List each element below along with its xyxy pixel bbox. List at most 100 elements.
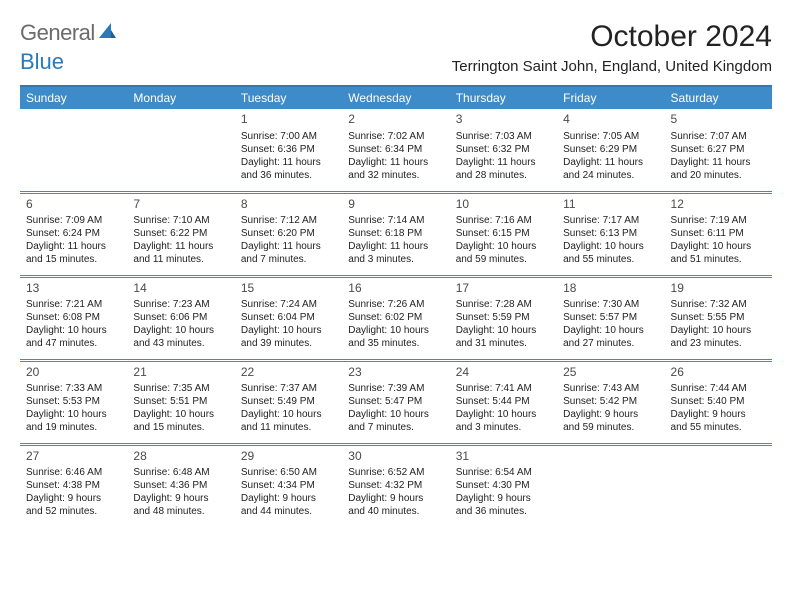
sunset-line: Sunset: 6:22 PM	[133, 227, 228, 240]
sunset-line: Sunset: 5:51 PM	[133, 395, 228, 408]
sunrise-line: Sunrise: 7:24 AM	[241, 298, 336, 311]
sunset-line: Sunset: 6:06 PM	[133, 311, 228, 324]
day-cell: 17Sunrise: 7:28 AMSunset: 5:59 PMDayligh…	[450, 277, 557, 359]
day-cell	[665, 445, 772, 527]
sunrise-line: Sunrise: 7:43 AM	[563, 382, 658, 395]
sunset-line: Sunset: 6:36 PM	[241, 143, 336, 156]
sunrise-line: Sunrise: 7:12 AM	[241, 214, 336, 227]
sunset-line: Sunset: 6:24 PM	[26, 227, 121, 240]
sunrise-line: Sunrise: 6:52 AM	[348, 466, 443, 479]
sunrise-line: Sunrise: 7:10 AM	[133, 214, 228, 227]
day-cell: 31Sunrise: 6:54 AMSunset: 4:30 PMDayligh…	[450, 445, 557, 527]
sunset-line: Sunset: 6:08 PM	[26, 311, 121, 324]
day-number: 16	[348, 281, 443, 297]
sail-icon	[97, 20, 117, 46]
sunrise-line: Sunrise: 6:48 AM	[133, 466, 228, 479]
day-cell: 22Sunrise: 7:37 AMSunset: 5:49 PMDayligh…	[235, 361, 342, 443]
daylight-line: Daylight: 11 hours	[26, 240, 121, 253]
daylight-line: Daylight: 11 hours	[563, 156, 658, 169]
day-cell: 15Sunrise: 7:24 AMSunset: 6:04 PMDayligh…	[235, 277, 342, 359]
sunrise-line: Sunrise: 7:33 AM	[26, 382, 121, 395]
col-saturday: Saturday	[665, 86, 772, 109]
daylight-line: Daylight: 10 hours	[26, 408, 121, 421]
sunrise-line: Sunrise: 7:17 AM	[563, 214, 658, 227]
logo: General	[20, 20, 118, 46]
daylight-line: and 31 minutes.	[456, 337, 551, 350]
day-number: 26	[671, 365, 766, 381]
sunrise-line: Sunrise: 7:16 AM	[456, 214, 551, 227]
day-number: 27	[26, 449, 121, 465]
daylight-line: and 52 minutes.	[26, 505, 121, 518]
sunrise-line: Sunrise: 7:39 AM	[348, 382, 443, 395]
daylight-line: Daylight: 10 hours	[348, 408, 443, 421]
sunset-line: Sunset: 6:15 PM	[456, 227, 551, 240]
sunset-line: Sunset: 5:53 PM	[26, 395, 121, 408]
day-cell: 11Sunrise: 7:17 AMSunset: 6:13 PMDayligh…	[557, 193, 664, 275]
day-number: 28	[133, 449, 228, 465]
day-cell: 3Sunrise: 7:03 AMSunset: 6:32 PMDaylight…	[450, 109, 557, 191]
daylight-line: Daylight: 9 hours	[671, 408, 766, 421]
logo-text-2: Blue	[20, 49, 64, 74]
day-cell	[557, 445, 664, 527]
daylight-line: Daylight: 10 hours	[456, 240, 551, 253]
daylight-line: Daylight: 9 hours	[348, 492, 443, 505]
day-number: 3	[456, 112, 551, 128]
sunrise-line: Sunrise: 6:50 AM	[241, 466, 336, 479]
week-row: 13Sunrise: 7:21 AMSunset: 6:08 PMDayligh…	[20, 277, 772, 359]
day-number: 23	[348, 365, 443, 381]
sunset-line: Sunset: 5:55 PM	[671, 311, 766, 324]
sunset-line: Sunset: 5:47 PM	[348, 395, 443, 408]
sunset-line: Sunset: 6:02 PM	[348, 311, 443, 324]
day-cell: 14Sunrise: 7:23 AMSunset: 6:06 PMDayligh…	[127, 277, 234, 359]
day-number: 6	[26, 197, 121, 213]
day-number: 30	[348, 449, 443, 465]
day-number: 7	[133, 197, 228, 213]
day-cell: 24Sunrise: 7:41 AMSunset: 5:44 PMDayligh…	[450, 361, 557, 443]
sunset-line: Sunset: 5:57 PM	[563, 311, 658, 324]
daylight-line: Daylight: 9 hours	[456, 492, 551, 505]
daylight-line: and 36 minutes.	[456, 505, 551, 518]
daylight-line: and 48 minutes.	[133, 505, 228, 518]
day-number: 25	[563, 365, 658, 381]
daylight-line: Daylight: 11 hours	[241, 156, 336, 169]
daylight-line: and 3 minutes.	[456, 421, 551, 434]
daylight-line: and 39 minutes.	[241, 337, 336, 350]
day-number: 1	[241, 112, 336, 128]
daylight-line: and 59 minutes.	[563, 421, 658, 434]
daylight-line: and 23 minutes.	[671, 337, 766, 350]
sunrise-line: Sunrise: 7:44 AM	[671, 382, 766, 395]
daylight-line: and 27 minutes.	[563, 337, 658, 350]
sunrise-line: Sunrise: 7:28 AM	[456, 298, 551, 311]
daylight-line: and 43 minutes.	[133, 337, 228, 350]
daylight-line: and 36 minutes.	[241, 169, 336, 182]
sunset-line: Sunset: 4:38 PM	[26, 479, 121, 492]
daylight-line: Daylight: 11 hours	[241, 240, 336, 253]
day-number: 8	[241, 197, 336, 213]
sunrise-line: Sunrise: 7:05 AM	[563, 130, 658, 143]
daylight-line: Daylight: 11 hours	[133, 240, 228, 253]
sunset-line: Sunset: 6:13 PM	[563, 227, 658, 240]
daylight-line: Daylight: 10 hours	[241, 324, 336, 337]
sunset-line: Sunset: 6:18 PM	[348, 227, 443, 240]
day-number: 11	[563, 197, 658, 213]
day-cell	[20, 109, 127, 191]
day-cell: 19Sunrise: 7:32 AMSunset: 5:55 PMDayligh…	[665, 277, 772, 359]
daylight-line: and 3 minutes.	[348, 253, 443, 266]
sunrise-line: Sunrise: 7:03 AM	[456, 130, 551, 143]
daylight-line: and 59 minutes.	[456, 253, 551, 266]
day-cell: 8Sunrise: 7:12 AMSunset: 6:20 PMDaylight…	[235, 193, 342, 275]
sunrise-line: Sunrise: 7:07 AM	[671, 130, 766, 143]
daylight-line: and 24 minutes.	[563, 169, 658, 182]
sunrise-line: Sunrise: 7:00 AM	[241, 130, 336, 143]
day-cell: 20Sunrise: 7:33 AMSunset: 5:53 PMDayligh…	[20, 361, 127, 443]
sunset-line: Sunset: 5:42 PM	[563, 395, 658, 408]
daylight-line: Daylight: 10 hours	[241, 408, 336, 421]
day-number: 9	[348, 197, 443, 213]
sunset-line: Sunset: 4:32 PM	[348, 479, 443, 492]
daylight-line: and 40 minutes.	[348, 505, 443, 518]
daylight-line: Daylight: 10 hours	[671, 324, 766, 337]
calendar-page: General October 2024 Terrington Saint Jo…	[0, 0, 792, 537]
day-number: 18	[563, 281, 658, 297]
sunset-line: Sunset: 6:27 PM	[671, 143, 766, 156]
sunrise-line: Sunrise: 7:26 AM	[348, 298, 443, 311]
